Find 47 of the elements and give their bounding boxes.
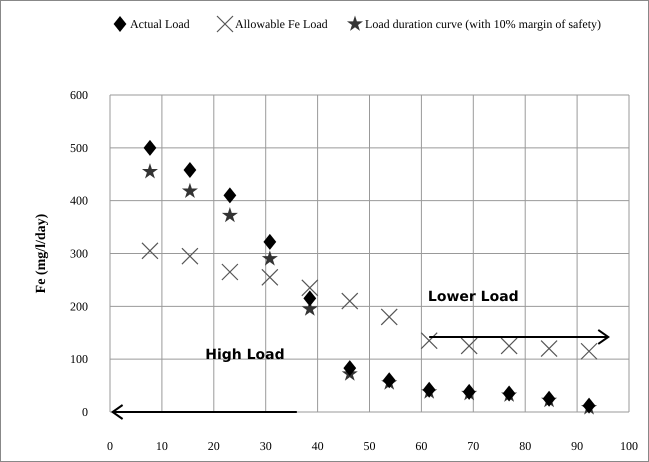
annotation: High Load (205, 347, 285, 364)
x-tick-label: 70 (467, 439, 480, 453)
point (223, 187, 236, 204)
point (380, 308, 398, 326)
x-tick-label: 40 (312, 439, 324, 453)
legend-label: Load duration curve (with 10% margin of safety) (365, 17, 602, 31)
y-tick-label: 200 (70, 299, 88, 314)
point (184, 162, 196, 178)
x-tick-label: 10 (156, 439, 168, 453)
x-tick-label: 0 (107, 439, 113, 453)
x-tick-label: 90 (571, 439, 584, 453)
legend-label: Actual Load (130, 17, 190, 31)
point (261, 268, 278, 286)
point (420, 332, 438, 350)
point (460, 337, 478, 355)
annotation: Lower Load (428, 289, 519, 306)
y-axis-title: Fe (mg/l/day) (34, 213, 49, 294)
x-tick-label: 20 (208, 439, 220, 453)
point (500, 337, 518, 355)
point (181, 248, 199, 265)
y-tick-label: 400 (70, 194, 88, 208)
point (382, 372, 396, 388)
y-tick-label: 600 (70, 88, 88, 102)
x-tick-label: 50 (364, 439, 376, 453)
point (182, 182, 198, 198)
x-tick-label: 80 (519, 439, 532, 453)
point (303, 290, 316, 306)
point (141, 242, 159, 260)
y-tick-label: 500 (70, 140, 88, 155)
x-tick-label: 60 (415, 439, 428, 453)
x-tick-label: 30 (260, 439, 272, 453)
point (580, 342, 598, 360)
point (343, 360, 356, 376)
point (341, 292, 358, 310)
point (540, 340, 558, 358)
legend-label: Allowable Fe Load (235, 17, 328, 31)
point (144, 140, 156, 156)
y-tick-label: 300 (70, 246, 88, 260)
point (262, 250, 278, 266)
y-tick-label: 0 (82, 405, 88, 419)
point (142, 163, 158, 178)
point (222, 207, 238, 222)
y-tick-label: 100 (70, 352, 88, 366)
x-tick-label: 100 (620, 439, 638, 453)
point (263, 234, 276, 250)
point (221, 263, 238, 281)
point (301, 279, 318, 296)
